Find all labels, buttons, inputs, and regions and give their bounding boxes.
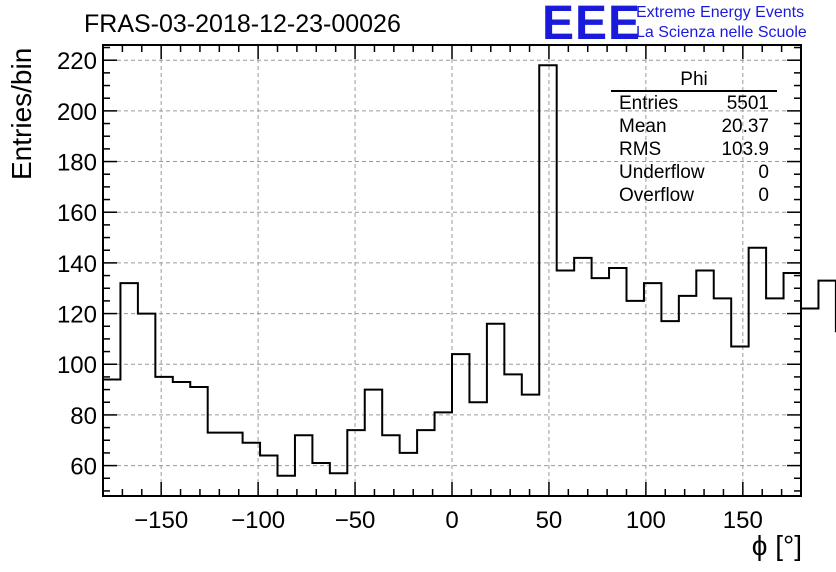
y-tick-label: 220 (57, 48, 97, 75)
y-tick-label: 140 (57, 251, 97, 278)
y-tick-label: 60 (70, 454, 97, 481)
plot-title: FRAS-03-2018-12-23-00026 (84, 10, 401, 38)
y-tick-label: 100 (57, 352, 97, 379)
stats-value: 0 (758, 162, 769, 183)
axis-ticks (102, 45, 802, 496)
y-axis-label: Entries/bin (6, 47, 37, 180)
eee-logo: EEE (542, 0, 642, 50)
stats-label: RMS (619, 139, 662, 160)
stats-row: RMS 103.9 (611, 138, 777, 161)
brand-line-2: La Scienza nelle Scuole (636, 24, 807, 41)
x-tick-label: 150 (723, 507, 763, 534)
x-tick-label: −50 (335, 507, 376, 534)
stats-value: 103.9 (721, 139, 769, 160)
stats-value: 0 (758, 185, 769, 206)
stats-row: Entries 5501 (611, 92, 777, 115)
y-tick-label: 180 (57, 150, 97, 177)
y-tick-label: 80 (70, 403, 97, 430)
stats-box: Phi Entries 5501 Mean 20.37 RMS 103.9 Un… (611, 70, 777, 207)
stats-value: 20.37 (721, 116, 769, 137)
x-tick-label: 100 (626, 507, 666, 534)
tick-labels: −150 −100 −50 0 50 100 150 60 80 100 120 140 160 180 2… (57, 48, 763, 534)
stats-label: Overflow (619, 185, 694, 206)
x-tick-label: −150 (134, 507, 188, 534)
stats-value: 5501 (726, 93, 769, 114)
stats-label: Underflow (619, 162, 705, 183)
x-axis-label: ϕ [°] (751, 530, 802, 561)
stats-box-title: Phi (611, 70, 777, 92)
stats-row: Mean 20.37 (611, 115, 777, 138)
stats-row: Underflow 0 (611, 161, 777, 184)
grid-lines (103, 45, 801, 496)
y-tick-label: 160 (57, 200, 97, 227)
x-tick-label: 0 (445, 507, 458, 534)
x-tick-label: 50 (536, 507, 563, 534)
stats-label: Mean (619, 116, 667, 137)
stats-row: Overflow 0 (611, 184, 777, 207)
y-tick-label: 200 (57, 99, 97, 126)
histogram-outline (103, 64, 836, 477)
x-tick-label: −100 (231, 507, 285, 534)
y-tick-label: 120 (57, 302, 97, 329)
stats-label: Entries (619, 93, 679, 114)
brand-line-1: Extreme Energy Events (636, 4, 805, 21)
